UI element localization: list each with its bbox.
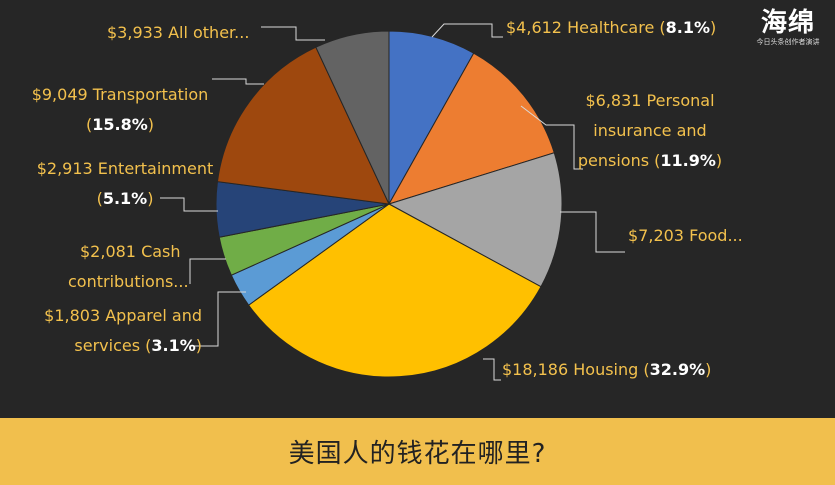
label-transportation-tail: ) xyxy=(147,115,154,134)
label-other: $3,933 All other... xyxy=(107,18,249,48)
label-transportation-line1: $9,049 Transportation xyxy=(31,85,209,104)
label-housing-pct: 32.9% xyxy=(649,360,706,379)
leader-food xyxy=(560,211,625,253)
label-entertainment-line2: ( xyxy=(96,189,103,208)
logo: 海绵 今日头条创作者演讲 xyxy=(752,8,824,47)
label-insurance: $6,831 Personal insurance and pensions (… xyxy=(575,86,725,176)
label-healthcare-pct: 8.1% xyxy=(665,18,710,37)
label-apparel-line1: $1,803 Apparel and xyxy=(44,306,202,325)
label-transportation-pct: 15.8% xyxy=(92,115,148,134)
label-apparel-tail: ) xyxy=(195,336,202,355)
pie-slice-food xyxy=(387,152,563,288)
label-apparel-pct: 3.1% xyxy=(151,336,196,355)
label-food: $7,203 Food... xyxy=(628,221,743,251)
label-entertainment: $2,913 Entertainment (5.1%) xyxy=(30,154,220,214)
label-entertainment-tail: ) xyxy=(147,189,154,208)
label-healthcare-text: $4,612 Healthcare ( xyxy=(506,18,666,37)
label-transportation: $9,049 Transportation (15.8%) xyxy=(20,80,220,140)
pie-slice-all-other xyxy=(315,30,390,205)
label-healthcare-tail: ) xyxy=(709,18,717,37)
pie-slice-transportation xyxy=(216,46,390,205)
label-insurance-pct: 11.9% xyxy=(660,151,716,170)
leader-entertainment xyxy=(160,197,218,212)
leader-housing xyxy=(483,358,501,381)
pie-slice-personal-insurance-and-pensions xyxy=(387,52,555,205)
pie-slice-housing xyxy=(247,203,542,378)
leader-other xyxy=(261,26,325,41)
leader-cash xyxy=(189,258,226,284)
leader-lines xyxy=(160,23,625,381)
label-housing-text: $18,186 Housing ( xyxy=(502,360,650,379)
leader-transportation xyxy=(212,78,264,85)
label-entertainment-pct: 5.1% xyxy=(102,189,148,208)
label-insurance-tail: ) xyxy=(715,151,723,170)
label-transportation-line2: ( xyxy=(85,115,93,134)
label-other-text: $3,933 All other... xyxy=(107,23,250,42)
label-healthcare: $4,612 Healthcare (8.1%) xyxy=(506,13,716,43)
label-cash: $2,081 Cash contributions... xyxy=(68,237,189,297)
label-entertainment-line1: $2,913 Entertainment xyxy=(36,159,214,178)
caption-banner: 美国人的钱花在哪里? xyxy=(0,418,835,485)
leader-apparel xyxy=(191,291,246,347)
caption-text: 美国人的钱花在哪里? xyxy=(288,439,547,469)
label-apparel: $1,803 Apparel and services (3.1%) xyxy=(20,301,202,361)
label-apparel-line2: services ( xyxy=(74,336,152,355)
pie-slices xyxy=(215,30,563,378)
label-food-text: $7,203 Food... xyxy=(628,226,743,245)
logo-tagline: 今日头条创作者演讲 xyxy=(756,38,820,46)
label-insurance-line2: insurance and xyxy=(593,121,707,140)
pie-chart xyxy=(160,23,625,381)
label-cash-line2: contributions... xyxy=(68,272,189,291)
logo-name: 海绵 xyxy=(760,8,815,38)
leader-insurance xyxy=(520,105,583,170)
label-housing-tail: ) xyxy=(705,360,712,379)
label-insurance-line1: $6,831 Personal xyxy=(585,91,715,110)
label-insurance-line3: pensions ( xyxy=(577,151,661,170)
label-housing: $18,186 Housing (32.9%) xyxy=(502,355,711,385)
label-cash-line1: $2,081 Cash xyxy=(80,242,181,261)
leader-healthcare xyxy=(431,23,503,38)
